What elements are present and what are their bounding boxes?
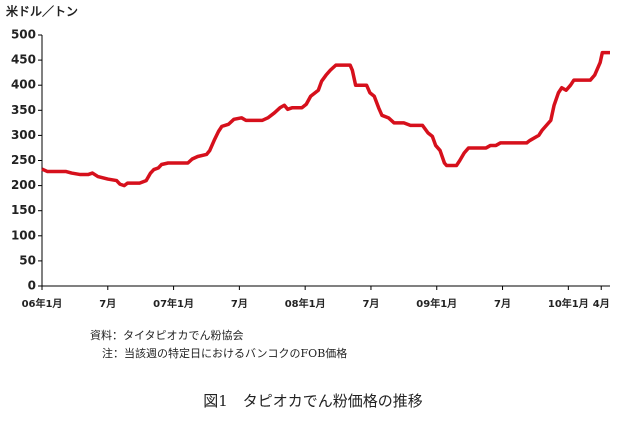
- source-note: 資料：タイタピオカでん粉協会: [90, 328, 244, 342]
- footnote: 注：当該週の特定日におけるバンコクのFOB価格: [102, 346, 347, 360]
- y-tick-label: 300: [11, 128, 36, 142]
- y-tick-label: 150: [11, 203, 36, 217]
- x-tick-label: 7月: [494, 298, 511, 310]
- price-line: [41, 50, 610, 188]
- y-axis-label: 米ドル／トン: [6, 4, 78, 19]
- x-tick-label: 08年1月: [285, 297, 326, 310]
- x-tick-label: 7月: [362, 298, 379, 310]
- y-tick-label: 350: [11, 103, 36, 117]
- x-tick-label: 7月: [99, 298, 116, 310]
- y-tick-label: 500: [11, 28, 36, 42]
- x-tick-label: 09年1月: [416, 297, 457, 310]
- x-tick-label: 4月: [593, 298, 610, 310]
- x-tick-label: 10年1月: [548, 297, 589, 310]
- caption: 図1 タピオカでん粉価格の推移: [203, 392, 423, 410]
- y-tick-label: 450: [11, 53, 36, 67]
- x-tick-label: 06年1月: [22, 297, 63, 310]
- y-tick-label: 50: [19, 253, 36, 267]
- x-tick-label: 07年1月: [153, 297, 194, 310]
- y-tick-label: 400: [11, 78, 36, 92]
- y-tick-label: 100: [11, 228, 36, 242]
- y-tick-label: 250: [11, 153, 36, 167]
- x-tick-label: 7月: [231, 298, 248, 310]
- y-tick-label: 200: [11, 178, 36, 192]
- y-tick-label: 0: [28, 279, 36, 293]
